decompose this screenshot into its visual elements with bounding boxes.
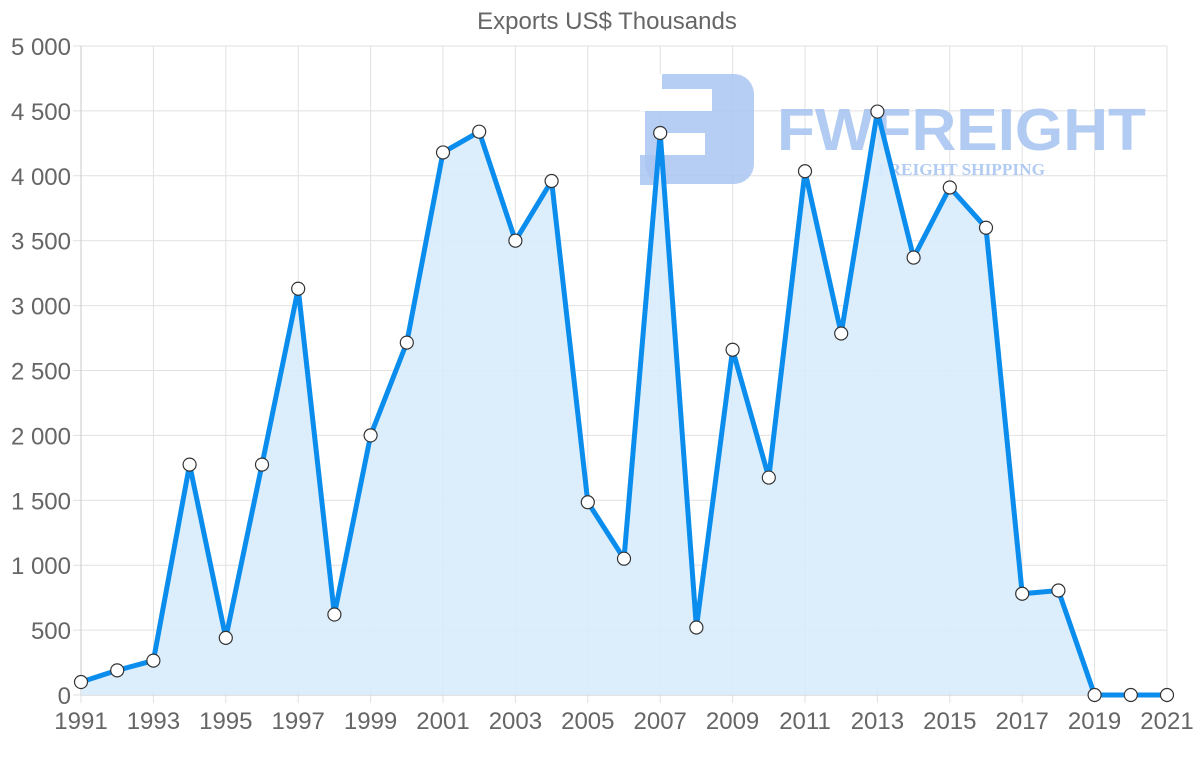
x-tick-label: 2013 [851,708,904,735]
data-point-2005[interactable] [580,495,595,510]
x-tick-label: 2015 [923,708,976,735]
watermark-tagline-text: FREIGHT SHIPPING [878,160,1045,179]
x-tick-label: 2017 [996,708,1049,735]
data-point-1992[interactable] [110,663,125,678]
x-tick-label: 2003 [489,708,542,735]
data-point-2021[interactable] [1159,687,1175,703]
data-point-2008[interactable] [689,620,704,635]
x-tick-label: 1995 [199,708,252,735]
fwfreight-logo-icon [640,74,754,185]
data-point-2009[interactable] [725,342,740,357]
data-point-1998[interactable] [327,607,342,622]
data-point-2017[interactable] [1015,586,1030,601]
data-point-2013[interactable] [870,104,885,119]
y-tick-label: 1 000 [11,553,71,580]
x-axis: 1991 1993 1995 1997 1999 2001 2003 2005 2007 2009… [54,708,1193,735]
data-point-2003[interactable] [508,233,523,248]
data-point-1997[interactable] [291,281,306,296]
y-tick-label: 3 500 [11,229,71,256]
x-tick-label: 1999 [344,708,397,735]
y-tick-label: 2 000 [11,423,71,450]
data-point-2000[interactable] [399,335,414,350]
data-point-1996[interactable] [254,457,270,472]
x-tick-label: 2007 [634,708,687,735]
data-point-2016[interactable] [978,220,994,235]
data-point-1991[interactable] [73,674,89,690]
y-tick-label: 3 000 [11,294,71,321]
data-point-2012[interactable] [834,326,849,341]
watermark-brand-text: FWFREIGHT [777,97,1146,163]
data-point-2006[interactable] [616,551,632,566]
y-tick-label: 500 [31,618,71,645]
data-point-2014[interactable] [906,250,921,265]
x-tick-label: 1993 [127,708,180,735]
data-point-2019[interactable] [1087,687,1102,703]
data-point-2020[interactable] [1123,687,1138,703]
data-points [73,104,1175,703]
y-tick-label: 5 000 [11,34,71,61]
chart-title: Exports US$ Thousands [477,8,737,35]
y-tick-label: 0 [58,683,71,710]
x-tick-label: 2019 [1068,708,1121,735]
data-point-2007[interactable] [653,125,668,141]
data-point-2002[interactable] [472,124,487,139]
x-tick-label: 2005 [561,708,614,735]
data-point-2018[interactable] [1051,583,1066,598]
watermark-logo: FWFREIGHT FREIGHT SHIPPING [640,74,1146,185]
x-tick-label: 2009 [706,708,759,735]
x-tick-label: 2021 [1140,708,1193,735]
y-tick-label: 4 500 [11,99,71,126]
y-tick-label: 2 500 [11,359,71,386]
data-point-2001[interactable] [435,145,451,160]
area-fill [81,111,1167,695]
x-tick-label: 2001 [416,708,469,735]
y-axis: 0 500 1 000 1 500 2 000 2 500 3 000 3 500 4 000 4… [11,34,71,710]
data-point-1999[interactable] [363,428,378,443]
data-point-2015[interactable] [942,180,957,195]
y-tick-label: 4 000 [11,164,71,191]
data-point-2010[interactable] [761,470,776,485]
data-point-2011[interactable] [797,164,813,179]
x-tick-label: 1997 [272,708,325,735]
data-point-1994[interactable] [182,457,197,472]
data-point-2004[interactable] [544,173,559,189]
data-point-1993[interactable] [146,653,161,668]
x-tick-label: 1991 [54,708,107,735]
x-tick-label: 2011 [779,708,831,735]
y-tick-label: 1 500 [11,488,71,515]
data-point-1995[interactable] [218,630,233,645]
